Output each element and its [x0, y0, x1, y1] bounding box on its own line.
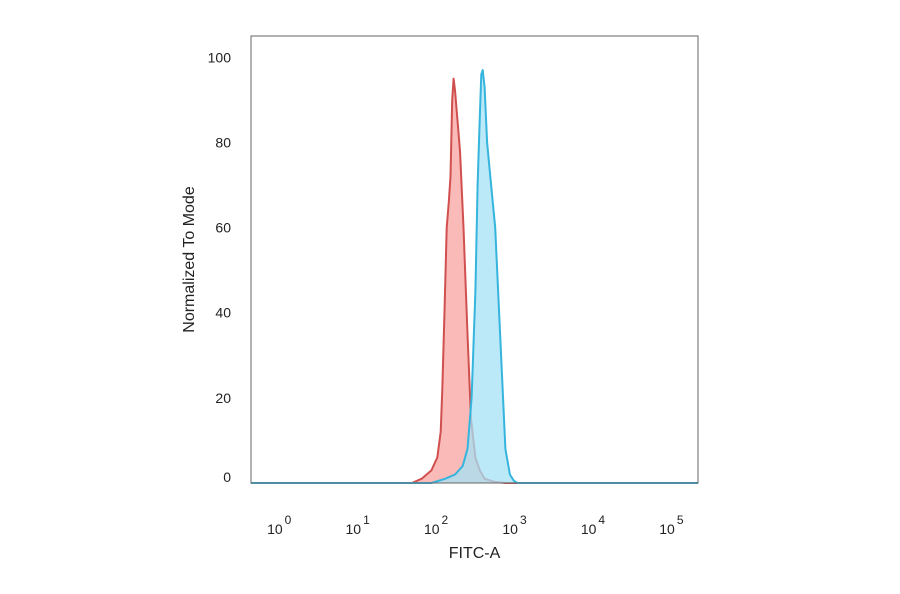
y-tick-label: 80 [215, 134, 231, 150]
y-tick-label: 0 [223, 469, 231, 485]
x-tick-label: 102 [424, 513, 449, 537]
x-axis-title: FITC-A [449, 545, 501, 562]
y-axis-ticks: 0 20 40 60 80 100 [208, 49, 232, 485]
series-2-area [251, 70, 698, 483]
x-tick-label: 103 [502, 513, 527, 537]
y-tick-label: 100 [208, 49, 232, 65]
y-tick-label: 20 [215, 390, 231, 406]
y-axis-title: Normalized To Mode [181, 186, 198, 333]
series-layer [251, 69, 698, 484]
x-axis-ticks: 100 101 102 103 104 105 [267, 513, 684, 537]
series-2-line [251, 69, 698, 484]
y-tick-label: 40 [215, 305, 231, 321]
x-tick-label: 101 [346, 513, 371, 537]
x-tick-label: 100 [267, 513, 292, 537]
x-tick-label: 104 [581, 513, 606, 537]
y-tick-label: 60 [215, 220, 231, 236]
x-tick-label: 105 [659, 513, 684, 537]
plot-area-frame [250, 35, 699, 484]
